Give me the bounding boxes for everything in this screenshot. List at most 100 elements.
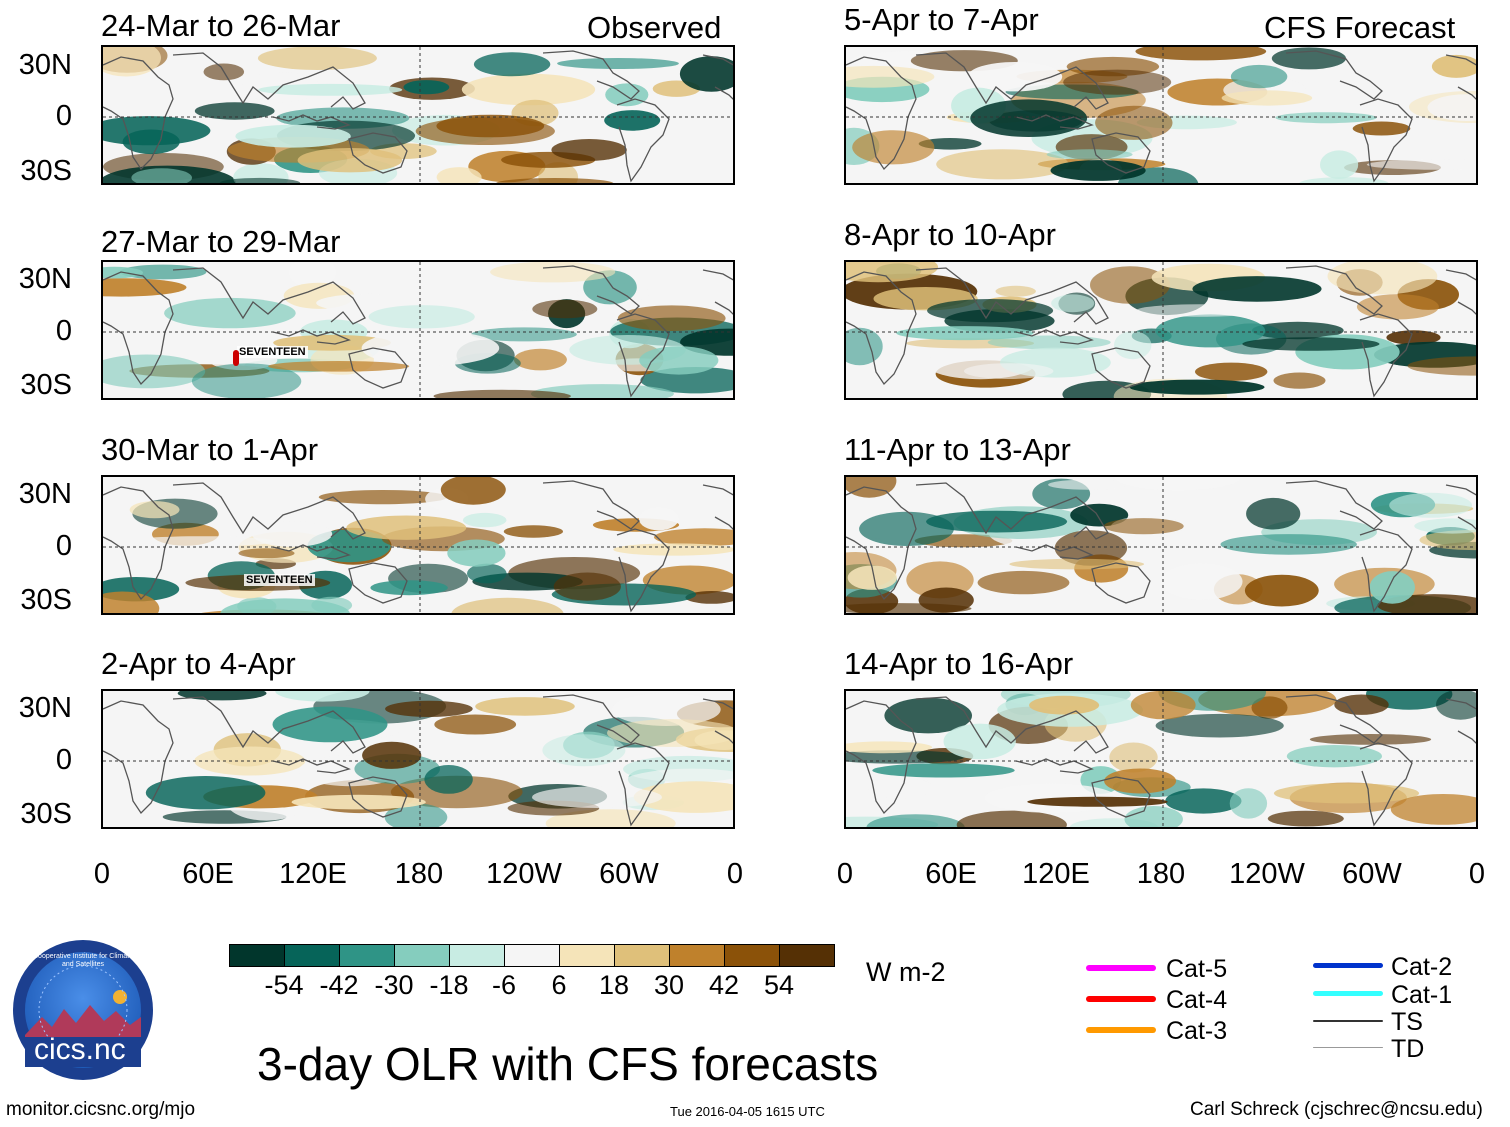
- anomaly-blob: [238, 548, 295, 559]
- anomaly-blob: [473, 52, 551, 77]
- colorbar-unit: W m-2: [866, 957, 946, 987]
- anomaly-blob: [385, 700, 473, 717]
- coastline: [1359, 742, 1413, 827]
- anomaly-blob: [1104, 768, 1177, 794]
- anomaly-blob: [1165, 788, 1242, 814]
- footer-timestamp: Tue 2016-04-05 1615 UTC: [670, 1104, 825, 1119]
- anomaly-blob: [532, 299, 598, 319]
- colorbar-label: 6: [551, 970, 567, 1000]
- anomaly-blob: [297, 148, 403, 173]
- coastline: [1015, 329, 1094, 345]
- anomaly-blob: [471, 327, 577, 342]
- anomaly-blob: [1054, 530, 1128, 566]
- anomaly-blob: [1366, 159, 1476, 170]
- anomaly-blob: [1063, 69, 1172, 95]
- y-tick-0: 0: [55, 100, 72, 132]
- anomaly-blob: [964, 363, 1054, 379]
- anomaly-blob: [846, 750, 965, 764]
- x-tick: 120E: [279, 858, 347, 890]
- observed-label: Observed: [587, 10, 722, 45]
- anomaly-blob: [987, 335, 1111, 350]
- anomaly-blob: [846, 477, 897, 498]
- coastline: [846, 486, 917, 601]
- colorbar-swatch: [779, 944, 835, 967]
- coastline: [702, 698, 733, 710]
- coastline: [714, 86, 733, 100]
- footer-author: Carl Schreck (cjschrec@ncsu.edu): [1190, 1099, 1483, 1120]
- colorbar-label: 54: [763, 970, 795, 1000]
- anomaly-blob: [1192, 276, 1322, 302]
- footer-url[interactable]: monitor.cicsnc.org/mjo: [6, 1099, 196, 1120]
- anomaly-blob: [1220, 534, 1357, 555]
- anomaly-blob: [440, 477, 506, 505]
- anomaly-blob: [1103, 518, 1184, 535]
- anomaly-blob: [1419, 529, 1476, 551]
- coastline: [1285, 480, 1383, 530]
- anomaly-blob: [1115, 477, 1241, 491]
- coastline: [915, 482, 1109, 540]
- anomaly-blob: [1109, 742, 1158, 773]
- anomaly-blob: [1124, 806, 1183, 827]
- observed-panel-3-title: 30-Mar to 1-Apr: [101, 432, 319, 467]
- coastline: [542, 265, 640, 315]
- anomaly-blob: [370, 580, 448, 596]
- y-tick-30n: 30N: [18, 263, 72, 295]
- anomaly-blob: [557, 58, 679, 69]
- coastline: [1445, 269, 1476, 281]
- anomaly-blob: [291, 794, 426, 810]
- colorbar-swatch: [724, 944, 780, 967]
- anomaly-blob: [1230, 64, 1288, 89]
- anomaly-blob: [251, 521, 333, 547]
- coastline: [1015, 544, 1094, 560]
- coastline: [1457, 86, 1476, 100]
- coastline: [348, 132, 408, 174]
- storm-label-seventeen: SEVENTEEN: [244, 574, 315, 586]
- anomaly-blob: [1029, 695, 1100, 715]
- anomaly-blob: [145, 776, 266, 810]
- coastline: [103, 700, 174, 815]
- anomaly-blob: [362, 741, 422, 769]
- logo-text: cics.nc: [34, 1033, 126, 1066]
- observed-map-2: [101, 260, 735, 400]
- colorbar-swatch: [559, 944, 615, 967]
- anomaly-blob: [1320, 150, 1359, 179]
- y-tick-30s: 30S: [20, 584, 72, 616]
- anomaly-blob: [1046, 149, 1133, 160]
- anomaly-blob: [613, 543, 733, 556]
- y-tick-0: 0: [55, 315, 72, 347]
- colorbar-swatch: [669, 944, 725, 967]
- storm-track-marker: [233, 350, 239, 366]
- storm-label-seventeen: SEVENTEEN: [237, 346, 308, 358]
- colorbar-swatch: [449, 944, 505, 967]
- forecast-panel-3-title: 11-Apr to 13-Apr: [844, 432, 1071, 467]
- coastline: [272, 114, 351, 130]
- olr-anomaly-field: [846, 262, 1476, 398]
- observed-map-3: [101, 475, 735, 615]
- anomaly-blob: [1155, 314, 1266, 348]
- x-tick: 0: [93, 858, 111, 890]
- anomaly-blob: [1309, 734, 1432, 745]
- anomaly-blob: [604, 110, 661, 131]
- coastline: [702, 54, 733, 66]
- anomaly-blob: [475, 697, 575, 716]
- coastline: [542, 480, 640, 530]
- anomaly-blob: [977, 570, 1070, 595]
- anomaly-blob: [194, 102, 275, 120]
- coastline: [1285, 694, 1383, 744]
- anomaly-blob: [415, 117, 555, 145]
- colorbar-label: -18: [429, 970, 469, 1000]
- anomaly-blob: [235, 124, 351, 148]
- legend-line-ts: [1313, 1020, 1383, 1022]
- anomaly-blob: [1135, 47, 1267, 61]
- colorbar-label: 30: [653, 970, 685, 1000]
- anomaly-blob: [1050, 160, 1146, 181]
- y-tick-30n: 30N: [18, 692, 72, 724]
- coastline: [1445, 698, 1476, 710]
- anomaly-blob: [926, 510, 1068, 533]
- legend-line-cat1: [1313, 991, 1383, 996]
- anomaly-blob: [1431, 54, 1476, 78]
- anomaly-blob: [1352, 121, 1411, 136]
- coastline: [1015, 758, 1094, 774]
- anomaly-blob: [1195, 362, 1268, 381]
- olr-anomaly-field: [103, 47, 733, 183]
